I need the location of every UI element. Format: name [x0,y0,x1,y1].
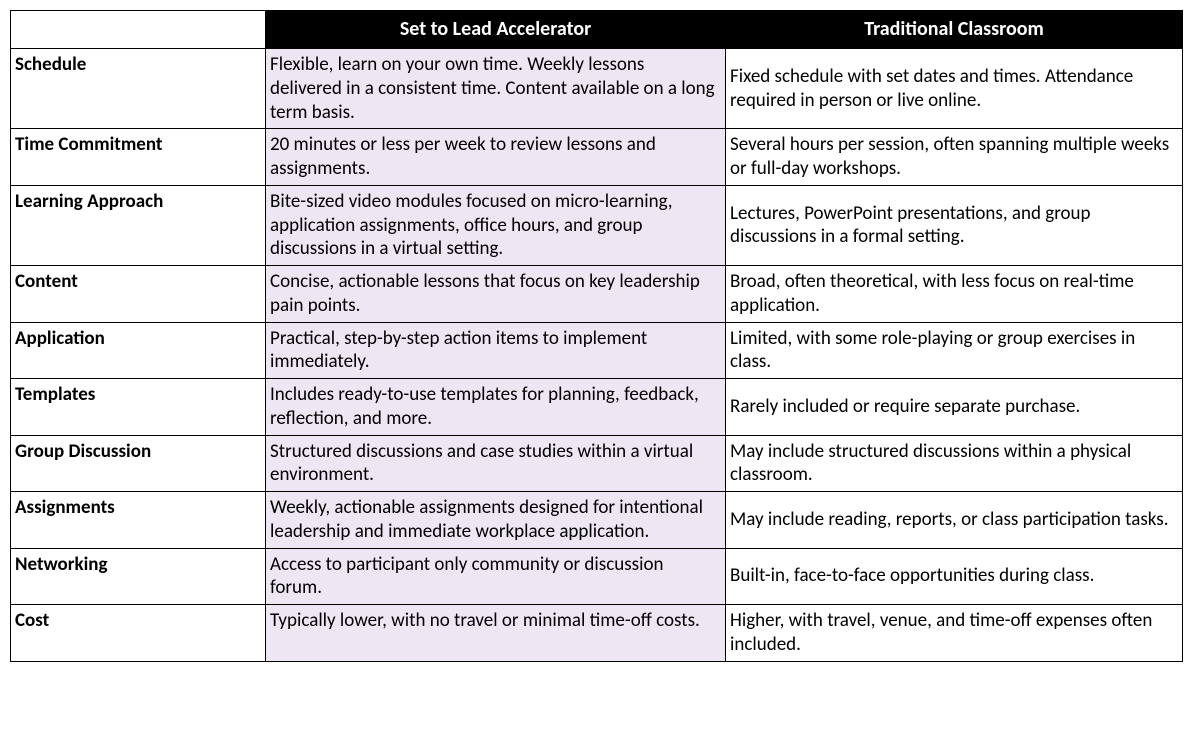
table-row: Application Practical, step-by-step acti… [11,322,1183,379]
cell-accelerator: Includes ready-to-use templates for plan… [266,379,726,436]
row-label: Cost [11,605,266,662]
cell-accelerator: Practical, step-by-step action items to … [266,322,726,379]
cell-traditional: Built-in, face-to-face opportunities dur… [726,548,1183,605]
cell-accelerator: Weekly, actionable assignments designed … [266,492,726,549]
row-label: Assignments [11,492,266,549]
column-header-traditional: Traditional Classroom [726,11,1183,49]
cell-traditional: Broad, often theoretical, with less focu… [726,266,1183,323]
row-label: Schedule [11,49,266,129]
cell-traditional: Several hours per session, often spannin… [726,129,1183,186]
cell-accelerator: Concise, actionable lessons that focus o… [266,266,726,323]
page: Set to Lead Accelerator Traditional Clas… [0,0,1192,672]
cell-traditional: Lectures, PowerPoint presentations, and … [726,185,1183,265]
cell-accelerator: Structured discussions and case studies … [266,435,726,492]
cell-traditional: Rarely included or require separate purc… [726,379,1183,436]
cell-accelerator: Typically lower, with no travel or minim… [266,605,726,662]
row-label: Content [11,266,266,323]
row-label: Time Commitment [11,129,266,186]
table-row: Networking Access to participant only co… [11,548,1183,605]
table-body: Schedule Flexible, learn on your own tim… [11,49,1183,662]
table-row: Schedule Flexible, learn on your own tim… [11,49,1183,129]
cell-accelerator: Flexible, learn on your own time. Weekly… [266,49,726,129]
table-row: Learning Approach Bite-sized video modul… [11,185,1183,265]
cell-traditional: Limited, with some role-playing or group… [726,322,1183,379]
table-row: Cost Typically lower, with no travel or … [11,605,1183,662]
cell-accelerator: Bite-sized video modules focused on micr… [266,185,726,265]
cell-accelerator: 20 minutes or less per week to review le… [266,129,726,186]
table-row: Group Discussion Structured discussions … [11,435,1183,492]
cell-accelerator: Access to participant only community or … [266,548,726,605]
cell-traditional: Higher, with travel, venue, and time-off… [726,605,1183,662]
table-row: Templates Includes ready-to-use template… [11,379,1183,436]
column-header-accelerator: Set to Lead Accelerator [266,11,726,49]
table-row: Content Concise, actionable lessons that… [11,266,1183,323]
row-label: Networking [11,548,266,605]
column-header-blank [11,11,266,49]
table-header-row: Set to Lead Accelerator Traditional Clas… [11,11,1183,49]
row-label: Learning Approach [11,185,266,265]
table-row: Assignments Weekly, actionable assignmen… [11,492,1183,549]
row-label: Group Discussion [11,435,266,492]
cell-traditional: Fixed schedule with set dates and times.… [726,49,1183,129]
table-header: Set to Lead Accelerator Traditional Clas… [11,11,1183,49]
row-label: Templates [11,379,266,436]
cell-traditional: May include structured discussions withi… [726,435,1183,492]
cell-traditional: May include reading, reports, or class p… [726,492,1183,549]
comparison-table: Set to Lead Accelerator Traditional Clas… [10,10,1183,662]
table-row: Time Commitment 20 minutes or less per w… [11,129,1183,186]
row-label: Application [11,322,266,379]
